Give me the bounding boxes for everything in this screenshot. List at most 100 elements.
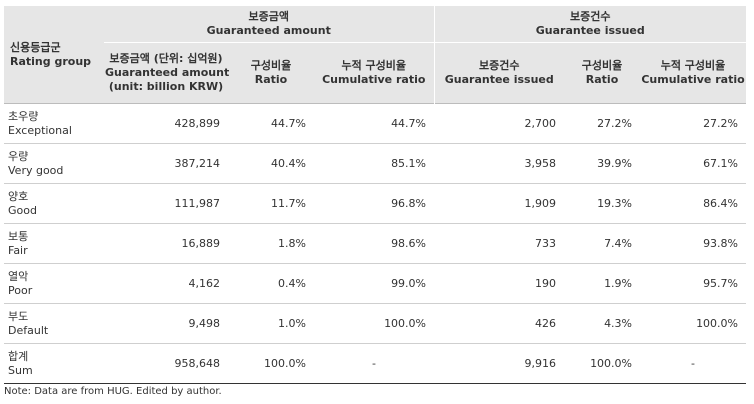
header-guarantee-issued-group: 보증건수 Guarantee issued [433,6,747,43]
header-rating-group-ko: 신용등급군 [10,40,61,54]
cell-ratio: 100.0% [228,343,314,384]
cell-ratio2: 4.3% [564,303,641,344]
row-label-en: Poor [8,283,33,297]
cell-issued: 733 [434,223,565,264]
cell-cumulative2: - [640,343,747,384]
cell-issued: 9,916 [434,343,565,384]
row-label-en: Default [8,323,49,337]
row-label-ko: 양호 [8,189,29,203]
header-col-cumulative-ko: 누적 구성비율 [341,59,407,72]
cell-ratio2: 27.2% [564,103,641,144]
row-label-ko: 합계 [8,349,29,363]
header-col-cumulative: 누적 구성비율 Cumulative ratio [314,42,435,104]
cell-cumulative2: 67.1% [640,143,747,184]
cell-issued: 1,909 [434,183,565,224]
cell-ratio2: 19.3% [564,183,641,224]
header-guaranteed-amount-group: 보증금액 Guaranteed amount [104,6,435,43]
cell-cumulative2: 27.2% [640,103,747,144]
header-col-ratio-ko: 구성비율 [250,59,292,72]
row-label: 초우량 Exceptional [4,103,104,144]
header-col-ratio2-en: Ratio [585,73,619,86]
cell-cumulative: 96.8% [314,183,435,224]
table-note: Note: Data are from HUG. Edited by autho… [4,386,222,397]
table-row-exceptional: 초우량 Exceptional 428,899 44.7% 44.7% 2,70… [4,103,747,144]
header-col-cumulative-en: Cumulative ratio [322,73,426,86]
table-row-poor: 열악 Poor 4,162 0.4% 99.0% 190 1.9% 95.7% [4,263,747,304]
cell-ratio2: 39.9% [564,143,641,184]
cell-issued: 190 [434,263,565,304]
cell-ratio: 40.4% [228,143,314,184]
cell-cumulative2: 93.8% [640,223,747,264]
table-row-very-good: 우량 Very good 387,214 40.4% 85.1% 3,958 3… [4,143,747,184]
cell-ratio2: 100.0% [564,343,641,384]
row-label-ko: 초우량 [8,109,39,123]
header-col-amount-ko: 보증금액 (단위: 십억원) [109,52,223,65]
cell-issued: 3,958 [434,143,565,184]
cell-amount: 958,648 [104,343,228,384]
cell-cumulative2: 86.4% [640,183,747,224]
cell-amount: 4,162 [104,263,228,304]
cell-amount: 16,889 [104,223,228,264]
header-col-issued-ko: 보증건수 [479,59,520,72]
header-col-amount-en1: Guaranteed amount [105,66,230,79]
table-body: 초우량 Exceptional 428,899 44.7% 44.7% 2,70… [4,103,747,384]
table-row-good: 양호 Good 111,987 11.7% 96.8% 1,909 19.3% … [4,183,747,224]
row-label-en: Exceptional [8,123,72,137]
row-label-en: Good [8,203,37,217]
cell-cumulative: 44.7% [314,103,435,144]
cell-cumulative: 100.0% [314,303,435,344]
header-col-amount: 보증금액 (단위: 십억원) Guaranteed amount (unit: … [104,42,230,104]
header-col-ratio2-ko: 구성비율 [581,59,623,72]
row-label: 합계 Sum [4,343,104,384]
header-col-ratio: 구성비율 Ratio [228,42,314,104]
cell-ratio: 44.7% [228,103,314,144]
row-label-en: Fair [8,243,28,257]
cell-ratio: 1.8% [228,223,314,264]
header-col-cumulative2-en: Cumulative ratio [641,73,745,86]
row-label: 보통 Fair [4,223,104,264]
cell-issued: 426 [434,303,565,344]
cell-amount: 387,214 [104,143,228,184]
row-label-en: Very good [8,163,64,177]
row-label: 부도 Default [4,303,104,344]
row-label: 열악 Poor [4,263,104,304]
cell-cumulative: 98.6% [314,223,435,264]
row-label-en: Sum [8,363,33,377]
cell-ratio: 1.0% [228,303,314,344]
table-row-fair: 보통 Fair 16,889 1.8% 98.6% 733 7.4% 93.8% [4,223,747,264]
cell-cumulative2: 100.0% [640,303,747,344]
header-guaranteed-amount-en: Guaranteed amount [206,24,331,37]
cell-ratio: 11.7% [228,183,314,224]
cell-amount: 428,899 [104,103,228,144]
header-rating-group: 신용등급군 Rating group [4,6,104,104]
cell-ratio2: 7.4% [564,223,641,264]
header-col-issued: 보증건수 Guarantee issued [433,42,565,104]
header-rating-group-en: Rating group [10,54,92,68]
table-header: 신용등급군 Rating group 보증금액 Guaranteed amoun… [4,6,747,104]
header-col-cumulative2: 누적 구성비율 Cumulative ratio [640,42,747,104]
table-row-sum: 합계 Sum 958,648 100.0% - 9,916 100.0% - [4,343,747,384]
header-guarantee-issued-en: Guarantee issued [535,24,645,37]
row-label-ko: 우량 [8,149,29,163]
row-label-ko: 보통 [8,229,29,243]
cell-cumulative: 99.0% [314,263,435,304]
rating-guarantee-table: 신용등급군 Rating group 보증금액 Guaranteed amoun… [4,6,747,384]
cell-ratio: 0.4% [228,263,314,304]
header-col-ratio-en: Ratio [254,73,288,86]
cell-cumulative: 85.1% [314,143,435,184]
cell-ratio2: 1.9% [564,263,641,304]
header-col-ratio2: 구성비율 Ratio [564,42,641,104]
row-label: 양호 Good [4,183,104,224]
cell-amount: 9,498 [104,303,228,344]
header-col-cumulative2-ko: 누적 구성비율 [660,59,726,72]
cell-cumulative: - [314,343,435,384]
header-col-amount-en2: (unit: billion KRW) [108,80,224,93]
row-label-ko: 부도 [8,309,29,323]
header-col-issued-en: Guarantee issued [444,73,554,86]
header-guaranteed-amount-ko: 보증금액 [248,10,289,23]
cell-cumulative2: 95.7% [640,263,747,304]
row-label: 우량 Very good [4,143,104,184]
table-row-default: 부도 Default 9,498 1.0% 100.0% 426 4.3% 10… [4,303,747,344]
header-guarantee-issued-ko: 보증건수 [570,10,611,23]
